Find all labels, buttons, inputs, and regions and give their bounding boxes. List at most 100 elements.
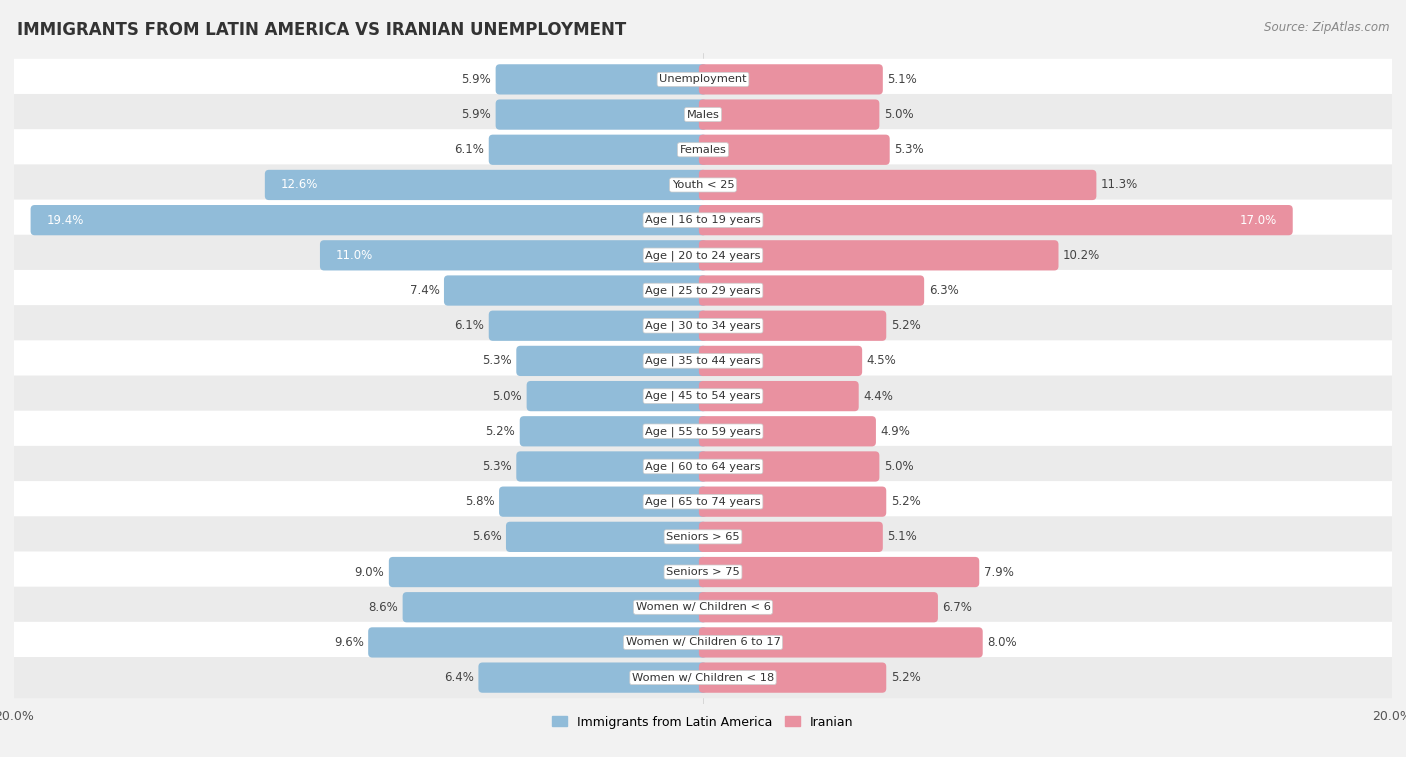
- Text: 7.9%: 7.9%: [984, 565, 1014, 578]
- FancyBboxPatch shape: [499, 487, 707, 517]
- Text: 12.6%: 12.6%: [281, 179, 318, 192]
- FancyBboxPatch shape: [699, 99, 879, 129]
- Text: Women w/ Children < 6: Women w/ Children < 6: [636, 603, 770, 612]
- FancyBboxPatch shape: [699, 240, 1059, 270]
- Text: Age | 65 to 74 years: Age | 65 to 74 years: [645, 497, 761, 507]
- Text: 9.6%: 9.6%: [333, 636, 364, 649]
- FancyBboxPatch shape: [496, 64, 707, 95]
- FancyBboxPatch shape: [264, 170, 707, 200]
- FancyBboxPatch shape: [8, 657, 1398, 698]
- Text: 11.3%: 11.3%: [1101, 179, 1137, 192]
- FancyBboxPatch shape: [8, 235, 1398, 276]
- FancyBboxPatch shape: [8, 516, 1398, 557]
- FancyBboxPatch shape: [699, 381, 859, 411]
- Text: 11.0%: 11.0%: [336, 249, 374, 262]
- Text: Males: Males: [686, 110, 720, 120]
- Text: Unemployment: Unemployment: [659, 74, 747, 84]
- Legend: Immigrants from Latin America, Iranian: Immigrants from Latin America, Iranian: [547, 711, 859, 734]
- FancyBboxPatch shape: [699, 487, 886, 517]
- FancyBboxPatch shape: [699, 416, 876, 447]
- Text: 5.3%: 5.3%: [482, 460, 512, 473]
- Text: 5.2%: 5.2%: [485, 425, 515, 438]
- FancyBboxPatch shape: [8, 411, 1398, 452]
- Text: 5.2%: 5.2%: [891, 671, 921, 684]
- FancyBboxPatch shape: [699, 205, 1292, 235]
- FancyBboxPatch shape: [8, 59, 1398, 100]
- Text: 4.4%: 4.4%: [863, 390, 893, 403]
- Text: IMMIGRANTS FROM LATIN AMERICA VS IRANIAN UNEMPLOYMENT: IMMIGRANTS FROM LATIN AMERICA VS IRANIAN…: [17, 21, 626, 39]
- Text: 5.3%: 5.3%: [482, 354, 512, 367]
- Text: 6.1%: 6.1%: [454, 319, 484, 332]
- FancyBboxPatch shape: [389, 557, 707, 587]
- FancyBboxPatch shape: [516, 346, 707, 376]
- FancyBboxPatch shape: [8, 375, 1398, 416]
- FancyBboxPatch shape: [8, 94, 1398, 136]
- FancyBboxPatch shape: [699, 64, 883, 95]
- FancyBboxPatch shape: [8, 305, 1398, 346]
- Text: 6.3%: 6.3%: [928, 284, 959, 297]
- FancyBboxPatch shape: [31, 205, 707, 235]
- Text: Age | 30 to 34 years: Age | 30 to 34 years: [645, 320, 761, 331]
- Text: 5.6%: 5.6%: [472, 531, 502, 544]
- Text: Women w/ Children < 18: Women w/ Children < 18: [631, 673, 775, 683]
- FancyBboxPatch shape: [699, 135, 890, 165]
- FancyBboxPatch shape: [8, 621, 1398, 663]
- FancyBboxPatch shape: [321, 240, 707, 270]
- Text: 7.4%: 7.4%: [409, 284, 440, 297]
- Text: Youth < 25: Youth < 25: [672, 180, 734, 190]
- FancyBboxPatch shape: [368, 628, 707, 658]
- FancyBboxPatch shape: [699, 628, 983, 658]
- FancyBboxPatch shape: [527, 381, 707, 411]
- Text: Females: Females: [679, 145, 727, 154]
- FancyBboxPatch shape: [699, 592, 938, 622]
- FancyBboxPatch shape: [8, 446, 1398, 487]
- Text: 5.1%: 5.1%: [887, 531, 917, 544]
- Text: 5.0%: 5.0%: [492, 390, 522, 403]
- Text: 19.4%: 19.4%: [46, 213, 84, 226]
- FancyBboxPatch shape: [520, 416, 707, 447]
- Text: 8.0%: 8.0%: [987, 636, 1017, 649]
- FancyBboxPatch shape: [699, 451, 879, 481]
- Text: Seniors > 75: Seniors > 75: [666, 567, 740, 577]
- FancyBboxPatch shape: [699, 346, 862, 376]
- Text: 5.1%: 5.1%: [887, 73, 917, 86]
- Text: Women w/ Children 6 to 17: Women w/ Children 6 to 17: [626, 637, 780, 647]
- FancyBboxPatch shape: [8, 129, 1398, 170]
- Text: 4.9%: 4.9%: [880, 425, 910, 438]
- Text: Age | 60 to 64 years: Age | 60 to 64 years: [645, 461, 761, 472]
- FancyBboxPatch shape: [8, 164, 1398, 206]
- FancyBboxPatch shape: [489, 135, 707, 165]
- FancyBboxPatch shape: [699, 310, 886, 341]
- Text: Age | 20 to 24 years: Age | 20 to 24 years: [645, 250, 761, 260]
- Text: 5.9%: 5.9%: [461, 108, 491, 121]
- FancyBboxPatch shape: [8, 341, 1398, 382]
- Text: Source: ZipAtlas.com: Source: ZipAtlas.com: [1264, 21, 1389, 34]
- FancyBboxPatch shape: [8, 481, 1398, 522]
- FancyBboxPatch shape: [516, 451, 707, 481]
- Text: 6.7%: 6.7%: [942, 601, 973, 614]
- Text: 9.0%: 9.0%: [354, 565, 384, 578]
- FancyBboxPatch shape: [478, 662, 707, 693]
- FancyBboxPatch shape: [699, 662, 886, 693]
- FancyBboxPatch shape: [8, 200, 1398, 241]
- Text: 5.0%: 5.0%: [884, 460, 914, 473]
- Text: 5.3%: 5.3%: [894, 143, 924, 156]
- FancyBboxPatch shape: [402, 592, 707, 622]
- FancyBboxPatch shape: [699, 170, 1097, 200]
- Text: Age | 35 to 44 years: Age | 35 to 44 years: [645, 356, 761, 366]
- Text: 5.0%: 5.0%: [884, 108, 914, 121]
- Text: Age | 25 to 29 years: Age | 25 to 29 years: [645, 285, 761, 296]
- FancyBboxPatch shape: [506, 522, 707, 552]
- Text: 4.5%: 4.5%: [866, 354, 897, 367]
- Text: 5.2%: 5.2%: [891, 495, 921, 508]
- Text: 5.9%: 5.9%: [461, 73, 491, 86]
- Text: 6.1%: 6.1%: [454, 143, 484, 156]
- Text: Age | 16 to 19 years: Age | 16 to 19 years: [645, 215, 761, 226]
- Text: 5.2%: 5.2%: [891, 319, 921, 332]
- FancyBboxPatch shape: [8, 270, 1398, 311]
- Text: 6.4%: 6.4%: [444, 671, 474, 684]
- Text: 10.2%: 10.2%: [1063, 249, 1101, 262]
- FancyBboxPatch shape: [489, 310, 707, 341]
- Text: 17.0%: 17.0%: [1239, 213, 1277, 226]
- Text: 5.8%: 5.8%: [465, 495, 495, 508]
